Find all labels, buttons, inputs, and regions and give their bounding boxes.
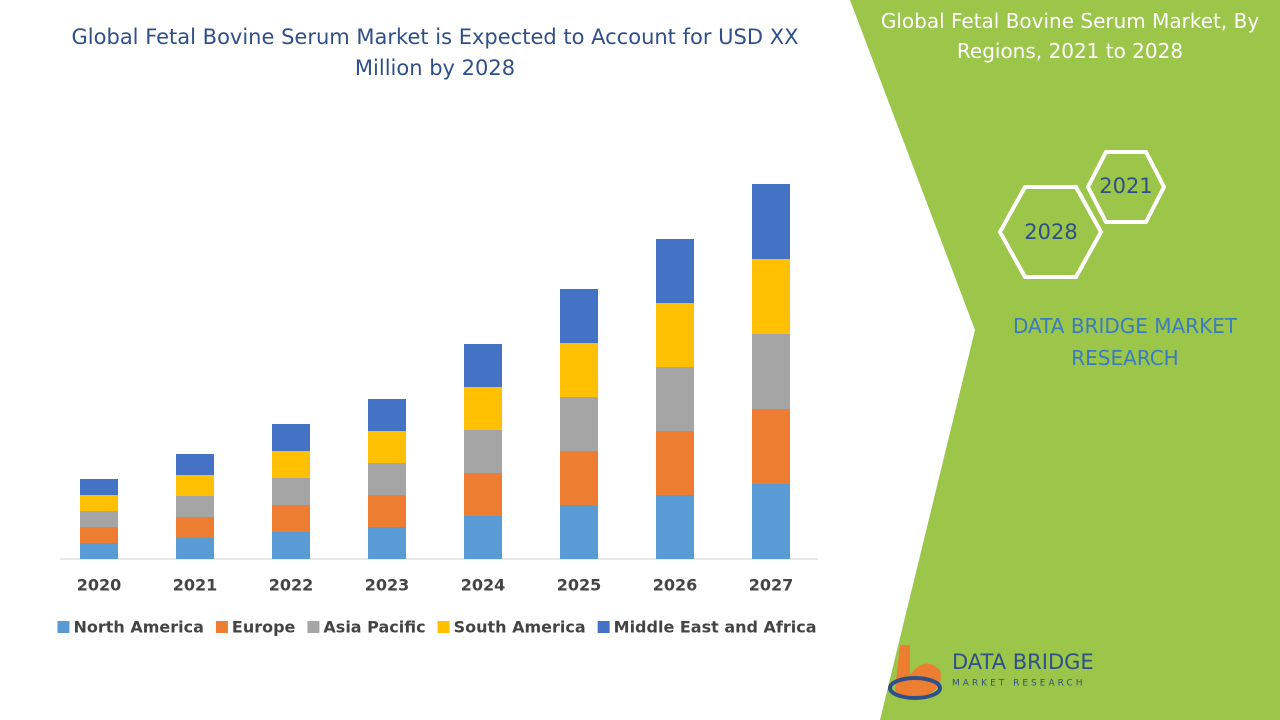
bar-segment bbox=[752, 184, 790, 259]
green-panel bbox=[850, 0, 1280, 720]
bar-segment bbox=[272, 478, 310, 505]
bar-segment bbox=[176, 517, 214, 538]
x-tick-label: 2022 bbox=[269, 576, 314, 595]
bar-segment bbox=[464, 344, 502, 387]
hex-label: 2021 bbox=[1099, 174, 1152, 198]
bar-segment bbox=[272, 424, 310, 451]
bar-segment bbox=[656, 495, 694, 559]
bar-segment bbox=[368, 463, 406, 495]
brand-text: DATA BRIDGE MARKET RESEARCH bbox=[1012, 314, 1238, 370]
bar-segment bbox=[656, 303, 694, 367]
legend-label: Middle East and Africa bbox=[614, 618, 817, 637]
bar-segment bbox=[464, 473, 502, 516]
logo-ring bbox=[888, 676, 942, 700]
bar-segment bbox=[272, 451, 310, 478]
bar-segment bbox=[464, 387, 502, 430]
legend-label: Asia Pacific bbox=[323, 618, 425, 637]
legend-label: North America bbox=[73, 618, 203, 637]
logo: DATA BRIDGE MARKET RESEARCH bbox=[888, 645, 1094, 700]
bar-segment bbox=[368, 495, 406, 527]
bar-segment bbox=[752, 409, 790, 484]
x-tick-label: 2021 bbox=[173, 576, 218, 595]
bar-segment bbox=[272, 532, 310, 559]
x-tick-label: 2025 bbox=[557, 576, 602, 595]
x-tick-label: 2027 bbox=[749, 576, 794, 595]
bar-segment bbox=[80, 527, 118, 543]
bar-segment bbox=[656, 367, 694, 431]
hexagon bbox=[997, 185, 1104, 279]
bar-segment bbox=[656, 239, 694, 303]
legend-label: Europe bbox=[232, 618, 296, 637]
panel-title-box: Global Fetal Bovine Serum Market, By Reg… bbox=[880, 9, 1260, 63]
bar-segment bbox=[752, 334, 790, 409]
legend-swatch bbox=[57, 621, 70, 633]
title-box: Global Fetal Bovine Serum Market is Expe… bbox=[71, 25, 799, 80]
legend-label: South America bbox=[454, 618, 586, 637]
bar-segment bbox=[464, 430, 502, 473]
bar-segment bbox=[176, 496, 214, 517]
bar-segment bbox=[368, 431, 406, 463]
bar-segment bbox=[80, 495, 118, 511]
bar-segment bbox=[560, 397, 598, 451]
legend-swatch bbox=[597, 621, 610, 633]
bar-segment bbox=[80, 543, 118, 559]
hex-label: 2028 bbox=[1024, 220, 1077, 244]
brand-box: DATA BRIDGE MARKET RESEARCH bbox=[1012, 314, 1238, 370]
x-tick-label: 2024 bbox=[461, 576, 506, 595]
bar-segment bbox=[80, 479, 118, 495]
bar-segment bbox=[176, 454, 214, 475]
bar-segment bbox=[560, 505, 598, 559]
bar-segment bbox=[176, 475, 214, 496]
panel-title: Global Fetal Bovine Serum Market, By Reg… bbox=[880, 9, 1260, 63]
legend-swatch bbox=[307, 621, 320, 633]
logo-name: DATA BRIDGE bbox=[952, 650, 1094, 674]
bar-segment bbox=[560, 289, 598, 343]
bar-segment bbox=[368, 399, 406, 431]
x-tick-label: 2026 bbox=[653, 576, 698, 595]
bar-segment bbox=[464, 516, 502, 559]
bar-segment bbox=[368, 527, 406, 559]
x-tick-label: 2020 bbox=[77, 576, 122, 595]
bar-segment bbox=[656, 431, 694, 495]
bar-segment bbox=[560, 343, 598, 397]
chart-title: Global Fetal Bovine Serum Market is Expe… bbox=[71, 25, 799, 80]
bar-segment bbox=[752, 484, 790, 559]
legend-swatch bbox=[215, 621, 228, 633]
bar-segment bbox=[752, 259, 790, 334]
x-tick-label: 2023 bbox=[365, 576, 410, 595]
logo-tagline: MARKET RESEARCH bbox=[952, 679, 1085, 689]
bar-segment bbox=[176, 538, 214, 559]
bar-segment bbox=[80, 511, 118, 527]
logo-mark bbox=[895, 645, 941, 699]
bar-segment bbox=[560, 451, 598, 505]
legend-swatch bbox=[437, 621, 450, 633]
hexagon bbox=[1085, 150, 1167, 224]
bar-segment bbox=[272, 505, 310, 532]
